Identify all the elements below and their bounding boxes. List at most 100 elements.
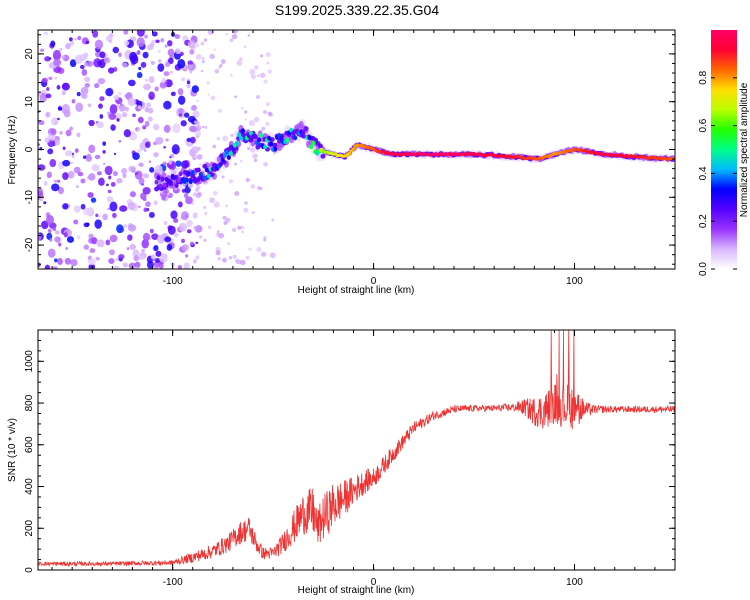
spectrogram-noise-blob xyxy=(45,111,51,118)
spectrogram-y-tick-label: -20 xyxy=(24,237,35,252)
spectrogram-noise-blob xyxy=(192,212,198,219)
spectrogram-noise-blob xyxy=(213,201,220,208)
spectrogram-noise-blob xyxy=(108,33,114,38)
spectrogram-noise-blob xyxy=(196,135,200,139)
spectrogram-noise-blob xyxy=(163,145,167,149)
spectrogram-noise-blob xyxy=(195,241,199,245)
spectrogram-noise-blob xyxy=(261,251,267,257)
spectrogram-noise-blob xyxy=(119,205,128,212)
spectrogram-noise-blob xyxy=(195,255,200,260)
spectrogram-noise-blob xyxy=(219,63,223,68)
spectrogram-noise-blob xyxy=(108,258,115,265)
spectrogram-noise-blob xyxy=(155,39,160,43)
spectrogram-noise-blob xyxy=(177,58,186,69)
spectrogram-noise-blob xyxy=(73,219,79,225)
spectrogram-noise-blob xyxy=(215,250,221,256)
spectrogram-noise-blob xyxy=(147,116,153,122)
spectrogram-noise-blob xyxy=(107,189,112,194)
spectrogram-ridge-core xyxy=(301,130,306,136)
spectrogram-noise-blob xyxy=(144,34,148,39)
spectrogram-noise-blob xyxy=(69,161,74,165)
snr-y-tick-label: 800 xyxy=(24,394,35,411)
spectrogram-noise-blob xyxy=(263,79,268,84)
spectrogram-noise-blob xyxy=(257,74,260,78)
spectrogram-noise-blob xyxy=(74,54,83,64)
spectrogram-noise-blob xyxy=(112,217,116,220)
spectrogram-noise-blob xyxy=(158,59,162,63)
spectrogram-ridge-halo xyxy=(248,137,254,143)
spectrogram-noise-blob xyxy=(112,46,120,54)
spectrogram-noise-blob xyxy=(46,87,50,91)
spectrogram-noise-blob xyxy=(54,258,58,263)
spectrogram-noise-blob xyxy=(122,262,128,268)
spectrogram-noise-blob xyxy=(154,86,159,92)
spectrogram-ridge-core xyxy=(228,151,233,157)
spectrogram-y-tick-label: 10 xyxy=(24,96,35,108)
spectrogram-noise-blob xyxy=(239,57,243,61)
spectrogram-noise-blob xyxy=(127,201,136,211)
spectrogram-noise-blob xyxy=(143,207,148,213)
spectrogram-noise-blob xyxy=(253,158,258,162)
spectrogram-noise-blob xyxy=(183,192,189,199)
spectrogram-noise-blob xyxy=(87,192,94,198)
spectrogram-noise-blob xyxy=(159,82,168,89)
spectrogram-noise-blob xyxy=(142,51,149,59)
colorbar-tick-label: 0.6 xyxy=(698,118,709,132)
spectrogram-noise-blob xyxy=(136,50,141,55)
spectrogram-ridge-core xyxy=(293,135,298,141)
spectrogram-noise-blob xyxy=(57,117,60,121)
spectrogram-noise-blob xyxy=(151,31,158,37)
spectrogram-noise-blob xyxy=(136,71,143,79)
spectrogram-noise-blob xyxy=(116,224,124,234)
spectrogram-noise-blob xyxy=(123,40,130,46)
spectrogram-noise-blob xyxy=(234,190,240,196)
spectrogram-noise-blob xyxy=(106,196,114,203)
spectrogram-noise-blob xyxy=(146,102,152,108)
spectrogram-noise-blob xyxy=(52,227,57,231)
spectrogram-ridge-core xyxy=(291,130,296,136)
spectrogram-ridge-core xyxy=(238,135,243,141)
spectrogram-noise-blob xyxy=(132,152,140,161)
spectrogram-noise-blob xyxy=(99,51,106,59)
spectrogram-noise-blob xyxy=(191,146,200,154)
spectrogram-noise-blob xyxy=(163,100,172,110)
spectrogram-noise-blob xyxy=(188,63,193,69)
spectrogram-noise-blob xyxy=(243,45,247,48)
spectrogram-ridge-halo xyxy=(272,142,278,148)
spectrogram-noise-blob xyxy=(150,61,155,65)
snr-frame xyxy=(37,329,676,571)
spectrogram-noise-blob xyxy=(38,120,45,126)
snr-x-label: Height of straight line (km) xyxy=(298,585,415,596)
spectrogram-noise-blob xyxy=(190,106,196,111)
spectrogram-noise-blob xyxy=(158,263,164,269)
spectrogram-noise-blob xyxy=(245,177,250,183)
spectrogram-noise-blob xyxy=(39,94,47,103)
spectrogram-noise-blob xyxy=(43,201,47,205)
spectrogram-noise-blob xyxy=(153,265,159,269)
spectrogram-noise-blob xyxy=(80,86,89,95)
spectrogram-noise-blob xyxy=(236,60,243,66)
spectrogram-noise-blob xyxy=(108,39,112,44)
spectrogram-noise-blob xyxy=(123,224,128,228)
spectrogram-noise-blob xyxy=(181,244,189,251)
snr-y-tick-label: 200 xyxy=(24,519,35,536)
spectrogram-noise-blob xyxy=(83,208,92,216)
spectrogram-noise-blob xyxy=(97,77,106,85)
spectrogram-noise-blob xyxy=(110,181,116,187)
spectrogram-ridge-core xyxy=(154,179,159,185)
spectrogram-noise-blob xyxy=(108,113,117,120)
spectrogram-noise-blob xyxy=(195,53,202,60)
spectrogram-noise-blob xyxy=(118,91,122,96)
spectrogram-noise-blob xyxy=(191,202,195,205)
spectrogram-noise-blob xyxy=(148,76,155,84)
spectrogram-noise-blob xyxy=(126,247,130,251)
spectrogram-noise-blob xyxy=(138,205,141,208)
spectrogram-noise-blob xyxy=(109,234,118,243)
colorbar-label: Normalized spectral amplitude xyxy=(739,82,750,217)
spectrogram-noise-blob xyxy=(177,95,186,105)
spectrogram-noise-blob xyxy=(102,141,106,146)
spectrogram-noise-blob xyxy=(186,80,191,85)
spectrogram-noise-blob xyxy=(107,207,111,210)
spectrogram-ridge-core xyxy=(285,137,290,143)
spectrogram-noise-blob xyxy=(59,131,63,135)
